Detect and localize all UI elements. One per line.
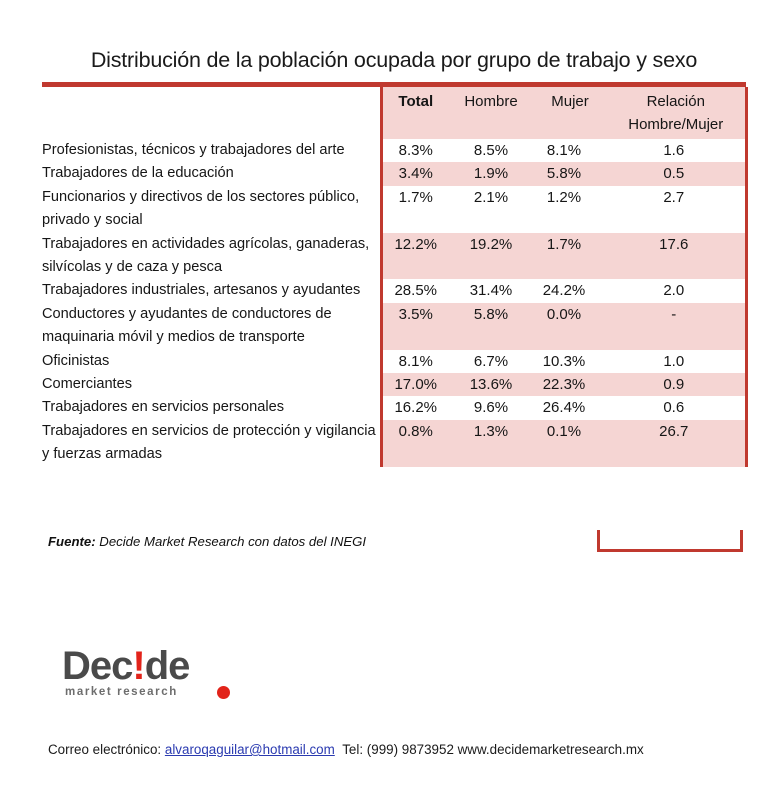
table-row: Trabajadores en actividades agrícolas, g… <box>42 232 748 280</box>
footer-website: www.decidemarketresearch.mx <box>457 742 644 757</box>
row-label: Trabajadores de la educación <box>42 162 381 186</box>
occupation-distribution-table: Total Hombre Mujer Relación Hombre/Mujer Prof… <box>42 87 748 467</box>
cell-total: 16.2% <box>379 396 449 420</box>
table-top-rule-accent <box>381 82 746 86</box>
cell-mujer: 22.3% <box>533 373 607 397</box>
cell-relacion: 17.6 <box>607 232 748 280</box>
cell-mujer: 5.8% <box>533 162 607 186</box>
table-row: Conductores y ayudantes de conductores d… <box>42 302 748 350</box>
cell-hombre: 19.2% <box>449 232 533 280</box>
footer-tel: Tel: (999) 9873952 <box>342 742 454 757</box>
source-note-text: Decide Market Research con datos del INE… <box>95 534 367 549</box>
source-note: Fuente: Decide Market Research con datos… <box>48 534 366 549</box>
cell-total: 17.0% <box>379 373 449 397</box>
header-label-cell <box>42 87 381 139</box>
table-row: Comerciantes 17.0% 13.6% 22.3% 0.9 <box>42 373 748 397</box>
cell-hombre: 5.8% <box>449 302 533 350</box>
cell-relacion: 0.5 <box>607 162 748 186</box>
header-total: Total <box>379 87 449 139</box>
row-label: Funcionarios y directivos de los sectore… <box>42 185 381 233</box>
cell-hombre: 8.5% <box>449 139 533 163</box>
row-label: Conductores y ayudantes de conductores d… <box>42 302 381 350</box>
row-label: Profesionistas, técnicos y trabajadores … <box>42 139 381 163</box>
cell-mujer: 10.3% <box>533 349 607 374</box>
cell-total: 0.8% <box>379 419 449 467</box>
cell-total: 28.5% <box>379 279 449 303</box>
cell-hombre: 13.6% <box>449 373 533 397</box>
data-table-container: Total Hombre Mujer Relación Hombre/Mujer Prof… <box>42 82 748 467</box>
cell-hombre: 9.6% <box>449 396 533 420</box>
logo-word-part2: de <box>144 644 191 688</box>
cell-relacion: 1.0 <box>607 349 748 374</box>
cell-mujer: 1.7% <box>533 232 607 280</box>
header-hombre: Hombre <box>449 87 533 139</box>
cell-relacion: 0.9 <box>607 373 748 397</box>
cell-total: 12.2% <box>379 232 449 280</box>
cell-relacion: 2.0 <box>607 279 748 303</box>
footer-email-label: Correo electrónico: <box>48 742 162 757</box>
table-row: Trabajadores de la educación 3.4% 1.9% 5.8%… <box>42 162 748 186</box>
table-row: Trabajadores industriales, artesanos y a… <box>42 279 748 303</box>
relacion-column-tail-cell <box>597 530 743 552</box>
cell-mujer: 26.4% <box>533 396 607 420</box>
cell-hombre: 6.7% <box>449 349 533 374</box>
row-label: Trabajadores industriales, artesanos y a… <box>42 279 381 303</box>
cell-relacion: 2.7 <box>607 185 748 233</box>
cell-hombre: 1.9% <box>449 162 533 186</box>
cell-relacion: 0.6 <box>607 396 748 420</box>
table-row: Funcionarios y directivos de los sectore… <box>42 185 748 233</box>
cell-mujer: 8.1% <box>533 139 607 163</box>
contact-footer: Correo electrónico: alvaroqaguilar@hotma… <box>48 742 644 757</box>
row-label: Trabajadores en actividades agrícolas, g… <box>42 232 381 280</box>
cell-total: 8.3% <box>379 139 449 163</box>
table-row: Trabajadores en servicios personales 16.2… <box>42 396 748 420</box>
cell-hombre: 2.1% <box>449 185 533 233</box>
cell-mujer: 0.1% <box>533 419 607 467</box>
cell-total: 8.1% <box>379 349 449 374</box>
cell-relacion: - <box>607 302 748 350</box>
table-row: Oficinistas 8.1% 6.7% 10.3% 1.0 <box>42 349 748 374</box>
cell-mujer: 1.2% <box>533 185 607 233</box>
cell-mujer: 24.2% <box>533 279 607 303</box>
table-row: Profesionistas, técnicos y trabajadores … <box>42 139 748 163</box>
cell-total: 3.5% <box>379 302 449 350</box>
logo-tagline: market research <box>65 686 178 698</box>
cell-hombre: 1.3% <box>449 419 533 467</box>
logo-wordmark: Dec!de <box>62 644 191 688</box>
header-mujer: Mujer <box>533 87 607 139</box>
row-label: Comerciantes <box>42 373 381 397</box>
source-note-prefix: Fuente: <box>48 534 96 549</box>
row-label: Trabajadores en servicios personales <box>42 396 381 420</box>
logo-dot-icon <box>217 686 230 699</box>
cell-relacion: 26.7 <box>607 419 748 467</box>
footer-email-link[interactable]: alvaroqaguilar@hotmail.com <box>164 742 335 757</box>
cell-total: 3.4% <box>379 162 449 186</box>
cell-total: 1.7% <box>379 185 449 233</box>
decide-logo: Dec!de market research <box>62 645 292 701</box>
row-label: Oficinistas <box>42 349 381 374</box>
logo-word-part1: Dec <box>62 644 133 688</box>
exclamation-icon: ! <box>132 644 145 688</box>
table-header-row: Total Hombre Mujer Relación Hombre/Mujer <box>42 87 748 139</box>
row-label: Trabajadores en servicios de protección … <box>42 419 381 467</box>
header-relacion: Relación Hombre/Mujer <box>607 87 748 139</box>
cell-relacion: 1.6 <box>607 139 748 163</box>
cell-mujer: 0.0% <box>533 302 607 350</box>
table-row: Trabajadores en servicios de protección … <box>42 419 748 467</box>
page-title: Distribución de la población ocupada por… <box>90 48 698 72</box>
cell-hombre: 31.4% <box>449 279 533 303</box>
